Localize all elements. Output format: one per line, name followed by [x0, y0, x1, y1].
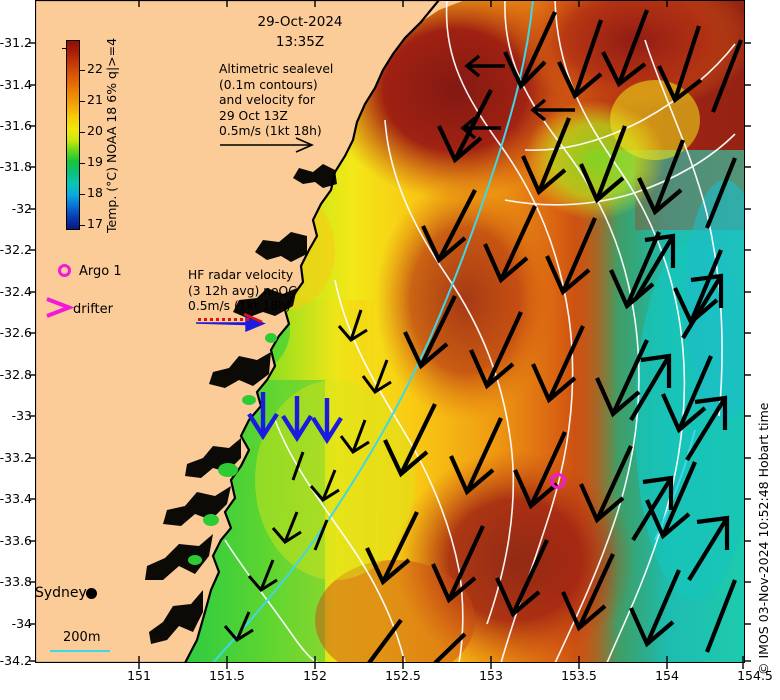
altimetric-velocity-arrows — [223, 9, 743, 663]
sydney-marker — [86, 588, 97, 599]
colorbar-tick — [80, 101, 85, 102]
y-tick-label: -32 — [11, 201, 32, 216]
colorbar-tick — [80, 194, 85, 195]
argo-legend-label: Argo 1 — [79, 264, 122, 279]
x-tick-label: 152.5 — [385, 668, 421, 683]
colorbar-tick — [80, 225, 85, 226]
altimetry-scale-arrow — [220, 137, 314, 153]
hf-radar-annotation: HF radar velocity (3 12h avg) noQC 0.5m/… — [188, 268, 297, 313]
colorbar-label-20: 20 — [87, 123, 103, 138]
temperature-colorbar — [66, 40, 80, 230]
x-tick-label: 151.5 — [209, 668, 245, 683]
colorbar-tick — [80, 132, 85, 133]
hf-radar-scale-arrow — [195, 312, 266, 332]
y-tick-label: -33.4 — [0, 491, 32, 506]
y-tick-label: -31.8 — [0, 159, 32, 174]
coastline-detail — [145, 164, 337, 644]
argo-float-marker[interactable] — [550, 473, 566, 489]
y-tick-label: -34.2 — [0, 653, 32, 668]
colorbar-label-17: 17 — [87, 216, 103, 231]
stamp-time: 13:35Z — [275, 34, 325, 50]
y-tick-label: -31.4 — [0, 77, 32, 92]
credit-text: © IMOS 03-Nov-2024 10:52:48 Hobart time — [756, 402, 771, 675]
x-tick-label: 151 — [127, 668, 151, 683]
y-tick-label: -31.2 — [0, 35, 32, 50]
hf-radar-velocity-arrows — [247, 392, 343, 445]
y-tick-label: -32.6 — [0, 325, 32, 340]
scalebar-label: 200m — [63, 630, 101, 645]
y-tick-label: -33.6 — [0, 533, 32, 548]
sst-raster — [35, 0, 745, 663]
colorbar-tick — [62, 48, 67, 49]
x-tick-label: 154 — [655, 668, 679, 683]
map-plot-area[interactable] — [35, 0, 745, 663]
colorbar-tick — [80, 163, 85, 164]
x-tick-label: 154.5 — [737, 668, 773, 683]
colorbar-label-18: 18 — [87, 185, 103, 200]
sydney-label: Sydney — [35, 585, 87, 601]
drifter-legend-label: drifter — [73, 302, 113, 317]
y-tick-label: -33.8 — [0, 574, 32, 589]
estuary-water — [188, 333, 277, 565]
colorbar-tick — [80, 70, 85, 71]
y-tick-label: -31.6 — [0, 118, 32, 133]
colorbar-title: Temp. (°C) NOAA 18 6% q|>=4 — [104, 37, 119, 233]
drifter-legend-icon — [46, 297, 75, 318]
x-tick-label: 153.5 — [561, 668, 597, 683]
y-tick-label: -34 — [11, 616, 32, 631]
colorbar-label-22: 22 — [87, 61, 103, 76]
argo-legend-icon — [58, 264, 71, 277]
y-tick-label: -33 — [11, 408, 32, 423]
coastline — [35, 0, 441, 663]
y-tick-label: -33.2 — [0, 450, 32, 465]
y-tick-label: -32.4 — [0, 284, 32, 299]
scalebar-line — [50, 650, 110, 652]
x-tick-label: 152 — [303, 668, 327, 683]
date-time-stamp: 29-Oct-2024 13:35Z — [205, 12, 395, 52]
stamp-date: 29-Oct-2024 — [257, 14, 343, 30]
sealevel-contours — [224, 0, 736, 663]
x-tick-label: 153 — [479, 668, 503, 683]
y-tick-label: -32.2 — [0, 242, 32, 257]
colorbar-label-19: 19 — [87, 154, 103, 169]
colorbar-label-21: 21 — [87, 92, 103, 107]
y-tick-label: -32.8 — [0, 367, 32, 382]
altimetry-annotation: Altimetric sealevel (0.1m contours) and … — [219, 62, 334, 138]
